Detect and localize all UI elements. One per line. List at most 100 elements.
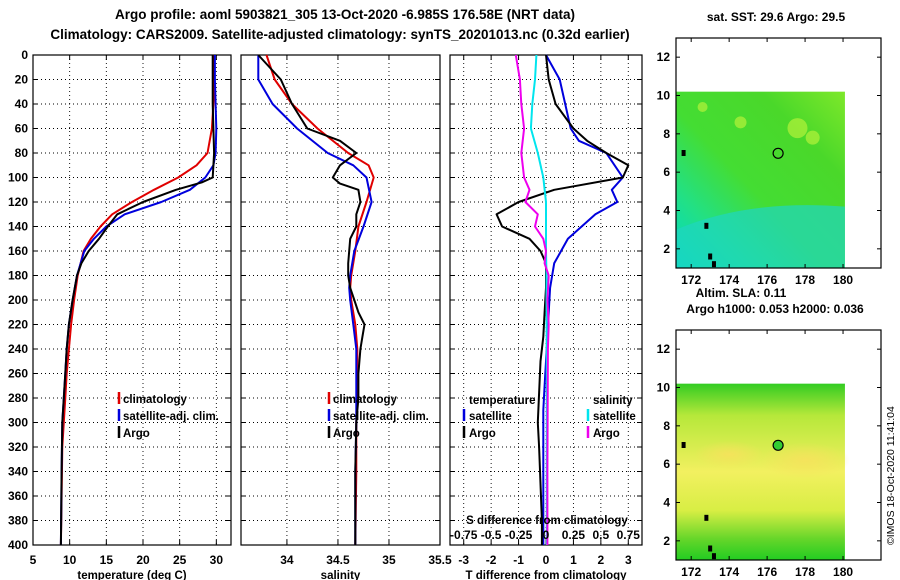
temp-ytick-label: 20 xyxy=(15,73,29,87)
map-sla-ytick-label: 6 xyxy=(663,457,670,471)
map-sst-cool-region xyxy=(676,205,845,268)
map-sst-island xyxy=(711,261,716,268)
map-sla-island xyxy=(708,545,713,552)
map-sla-ytick-label: 8 xyxy=(663,419,670,433)
diff-top-xtick-label: 0.5 xyxy=(593,528,610,542)
diff-top-xtick-label: -0.25 xyxy=(505,528,533,542)
title-line-2: Climatology: CARS2009. Satellite-adjuste… xyxy=(50,27,629,42)
temp-ytick-label: 140 xyxy=(8,220,28,234)
map-sla-xtick-label: 174 xyxy=(719,565,739,579)
map-sst-argo-marker xyxy=(772,147,784,159)
sal-legend-label: Argo xyxy=(333,428,360,440)
temp-legend-label: climatology xyxy=(123,394,188,406)
temp-ytick-label: 80 xyxy=(15,146,29,160)
temp-ytick-label: 400 xyxy=(8,538,28,552)
sal-legend-label: climatology xyxy=(333,394,398,406)
sal-axes-box xyxy=(240,54,441,546)
map-sla-argo-marker xyxy=(772,439,784,451)
temp-ytick-label: 40 xyxy=(15,97,29,111)
temp-ytick-label: 180 xyxy=(8,269,28,283)
map-sst-xtick-label: 180 xyxy=(833,273,853,287)
temp-ytick-label: 240 xyxy=(8,342,28,356)
temp-ytick-label: 120 xyxy=(8,195,28,209)
diff-xtick-label: -2 xyxy=(486,553,497,567)
map-sla-island xyxy=(711,553,716,560)
sal-xtick-label: 35 xyxy=(382,553,396,567)
map-sla-ytick-label: 4 xyxy=(663,496,670,510)
map-sst-title: sat. SST: 29.6 Argo: 29.5 xyxy=(707,10,846,24)
temp-xtick-label: 5 xyxy=(30,553,37,567)
map-sst-ytick-label: 10 xyxy=(657,89,671,103)
sal-legend-label: satellite-adj. clim. xyxy=(333,411,429,423)
diff-xtick-label: -1 xyxy=(513,553,524,567)
map-sst-island xyxy=(681,150,686,156)
diff-legend-label: satellite xyxy=(469,411,512,423)
map-sst: sat. SST: 29.6 Argo: 29.5 172 174 176 178 18… xyxy=(657,10,882,287)
temp-ytick-label: 60 xyxy=(15,122,29,136)
sal-series-2-line xyxy=(257,54,366,545)
map-sst-ytick-label: 12 xyxy=(657,50,671,64)
temp-ytick-label: 300 xyxy=(8,416,28,430)
diff-xtick-label: 3 xyxy=(625,553,632,567)
map-sla-high-region xyxy=(694,440,765,469)
diff-top-xtick-label: 0 xyxy=(543,528,550,542)
map-sla-high-region xyxy=(760,442,851,479)
panel-temperature: 5 10 15 20 25 3002040608010012014016018020022… xyxy=(8,48,232,580)
map-sst-ytick-label: 2 xyxy=(663,242,670,256)
panel-salinity: 34 34.5 35 35.5 salinity climatology satellite… xyxy=(240,54,452,580)
diff-legend-label: Argo xyxy=(593,428,620,440)
diff-top-xtick-label: 0.25 xyxy=(562,528,586,542)
map-sla-xtick-label: 178 xyxy=(795,565,815,579)
map-sst-warm-patch xyxy=(697,102,708,112)
temp-xlabel: temperature (deg C) xyxy=(77,570,186,580)
temp-xtick-label: 10 xyxy=(63,553,77,567)
temp-ytick-label: 320 xyxy=(8,440,28,454)
diff-xtick-label: 1 xyxy=(570,553,577,567)
diff-series-1-line xyxy=(495,54,630,545)
panel-difference: -3 -2 -1 0 1 2 3 T difference from climatology S… xyxy=(449,54,643,580)
temp-xtick-label: 20 xyxy=(136,553,150,567)
temp-ytick-label: 280 xyxy=(8,391,28,405)
title-line-1: Argo profile: aoml 5903821_305 13-Oct-20… xyxy=(115,7,575,22)
temp-ytick-label: 380 xyxy=(8,514,28,528)
temp-xtick-label: 15 xyxy=(100,553,114,567)
map-sla-ytick-label: 12 xyxy=(657,342,671,356)
map-sst-xtick-label: 176 xyxy=(757,273,777,287)
diff-legend-label: Argo xyxy=(469,428,496,440)
temp-legend-label: satellite-adj. clim. xyxy=(123,411,219,423)
map-sla-ytick-label: 10 xyxy=(657,381,671,395)
temp-ytick-label: 160 xyxy=(8,244,28,258)
temp-xtick-label: 25 xyxy=(173,553,187,567)
sal-xlabel: salinity xyxy=(321,570,361,580)
temp-series-1-line xyxy=(59,55,218,546)
map-sla-subtitle: Altim. SLA: 0.11 xyxy=(696,286,787,300)
temp-series-0-line xyxy=(59,55,216,546)
diff-legend-label: salinity xyxy=(593,395,633,407)
map-sst-warm-patch xyxy=(734,116,747,129)
sal-series-1-line xyxy=(257,55,373,545)
map-sst-island xyxy=(708,253,713,260)
temp-series-2-line xyxy=(59,55,216,546)
sal-xtick-label: 34.5 xyxy=(326,553,350,567)
sal-xtick-label: 35.5 xyxy=(428,553,452,567)
diff-xtick-label: -3 xyxy=(458,553,469,567)
diff-xtick-label: 0 xyxy=(543,553,550,567)
map-sla-island xyxy=(681,442,686,448)
diff-top-xlabel: S difference from climatology xyxy=(466,515,628,527)
map-sst-xtick-label: 172 xyxy=(681,273,701,287)
map-sla-xtick-label: 172 xyxy=(681,565,701,579)
temp-xtick-label: 30 xyxy=(210,553,224,567)
temp-ytick-label: 0 xyxy=(21,48,28,62)
map-sla-xtick-label: 176 xyxy=(757,565,777,579)
temp-legend-label: Argo xyxy=(123,428,150,440)
diff-top-xtick-label: -0.75 xyxy=(450,528,478,542)
diff-series-2-line xyxy=(529,54,548,545)
map-sst-warm-patch xyxy=(787,118,808,139)
map-sst-axes-box xyxy=(675,37,882,269)
map-sla-title: Argo h1000: 0.053 h2000: 0.036 xyxy=(686,302,864,316)
map-sst-ytick-label: 6 xyxy=(663,165,670,179)
temp-ytick-label: 340 xyxy=(8,465,28,479)
diff-top-xtick-label: -0.5 xyxy=(481,528,502,542)
map-sst-xtick-label: 178 xyxy=(795,273,815,287)
